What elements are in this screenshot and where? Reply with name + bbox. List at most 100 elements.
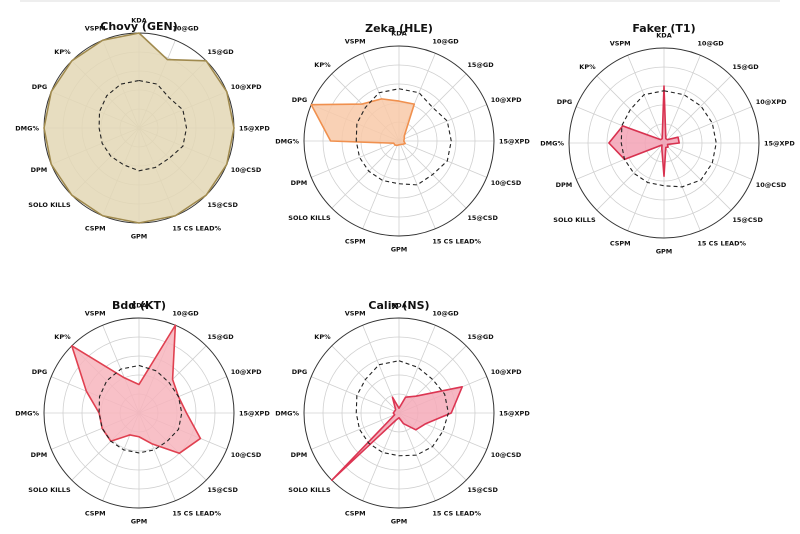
axis-label-15-csd: 15@CSD	[467, 214, 498, 222]
axis-label-solo-kills: SOLO KILLS	[288, 486, 331, 494]
axis-label-kda: KDA	[391, 302, 406, 310]
axis-label-gpm: GPM	[391, 246, 408, 254]
axis-label-15-cs-lead: 15 CS LEAD%	[172, 224, 221, 232]
radar-chart-calix-ns: KDA 10@GD 15@GD 10@XPD 15@XPD 10@CSD 15@CSD 15 …	[275, 299, 530, 526]
grid-spoke-dpm	[311, 140, 400, 178]
grid-spoke-10-csd	[398, 140, 487, 178]
grid-spoke-15-cs-lead	[398, 412, 436, 501]
outer-ring	[568, 47, 760, 239]
axis-label-10-gd: 10@GD	[172, 310, 199, 318]
chart-title: Calix (NS)	[368, 299, 429, 312]
axis-label-10-csd: 10@CSD	[491, 179, 522, 187]
axis-label-10-xpd: 10@XPD	[231, 83, 262, 91]
axis-label-gpm: GPM	[131, 518, 148, 526]
grid-spoke-10-gd	[663, 55, 701, 144]
axis-label-kda: KDA	[391, 30, 406, 38]
player-stat-polygon	[331, 386, 463, 481]
axis-label-cspm: CSPM	[345, 237, 366, 245]
grid-spoke-solo-kills	[331, 140, 400, 209]
axis-label-cspm: CSPM	[345, 509, 366, 517]
axis-label-15-csd: 15@CSD	[207, 201, 238, 209]
radar-chart-zeka-hle: KDA 10@GD 15@GD 10@XPD 15@XPD 10@CSD 15@CSD 15 …	[275, 22, 530, 254]
outer-ring	[303, 317, 495, 509]
axis-label-dpg: DPG	[292, 368, 308, 376]
axis-label-dpm: DPM	[291, 451, 308, 459]
axis-label-kp: KP%	[314, 333, 331, 341]
axis-label-10-csd: 10@CSD	[231, 451, 262, 459]
axis-label-cspm: CSPM	[610, 239, 631, 247]
axis-label-15-gd: 15@GD	[467, 61, 494, 69]
axis-label-kp: KP%	[314, 61, 331, 69]
axis-label-dmg: DMG%	[15, 410, 39, 418]
axis-label-gpm: GPM	[391, 518, 408, 526]
grid-spoke-15-csd	[663, 142, 732, 211]
axis-label-vspm: VSPM	[610, 40, 631, 48]
axis-label-dmg: DMG%	[540, 140, 564, 148]
axis-label-15-xpd: 15@XPD	[499, 410, 530, 418]
axis-label-vspm: VSPM	[85, 25, 106, 33]
axis-label-10-xpd: 10@XPD	[491, 96, 522, 104]
axis-label-15-cs-lead: 15 CS LEAD%	[432, 509, 481, 517]
axis-label-dpg: DPG	[557, 98, 573, 106]
radar-chart-chovy-gen: KDA 10@GD 15@GD 10@XPD 15@XPD 10@CSD 15@CSD 15 …	[15, 17, 270, 241]
axis-label-kp: KP%	[54, 333, 71, 341]
grid-spoke-15-gd	[398, 73, 467, 142]
baseline-polygon	[98, 364, 183, 454]
grid-spoke-cspm	[362, 140, 400, 229]
chart-title: Zeka (HLE)	[365, 22, 433, 35]
axis-label-15-csd: 15@CSD	[207, 486, 238, 494]
axis-label-cspm: CSPM	[85, 509, 106, 517]
axis-label-15-gd: 15@GD	[467, 333, 494, 341]
axis-label-vspm: VSPM	[345, 310, 366, 318]
axis-label-dpm: DPM	[31, 166, 48, 174]
axis-label-gpm: GPM	[656, 248, 673, 256]
grid-spoke-solo-kills	[596, 142, 665, 211]
grid-spoke-cspm	[627, 142, 665, 231]
axis-label-kda: KDA	[656, 32, 671, 40]
axis-label-solo-kills: SOLO KILLS	[553, 216, 596, 224]
player-stat-polygon	[310, 98, 416, 147]
player-stat-polygon	[71, 324, 202, 455]
chart-title: Bdd (KT)	[112, 299, 166, 312]
grid-spoke-vspm	[627, 55, 665, 144]
axis-label-15-cs-lead: 15 CS LEAD%	[172, 509, 221, 517]
baseline-polygon	[355, 360, 449, 457]
axis-label-gpm: GPM	[131, 233, 148, 241]
axis-label-10-xpd: 10@XPD	[231, 368, 262, 376]
axis-label-vspm: VSPM	[85, 310, 106, 318]
axis-label-solo-kills: SOLO KILLS	[28, 486, 71, 494]
grid-spoke-10-csd	[663, 142, 752, 180]
grid-spoke-15-cs-lead	[398, 140, 436, 229]
axis-label-15-xpd: 15@XPD	[239, 125, 270, 133]
baseline-polygon	[98, 79, 188, 172]
axis-label-10-gd: 10@GD	[432, 38, 459, 46]
axis-label-15-csd: 15@CSD	[467, 486, 498, 494]
axis-label-dpm: DPM	[556, 181, 573, 189]
player-stat-polygon	[608, 85, 681, 178]
axis-label-15-csd: 15@CSD	[732, 216, 763, 224]
axis-label-10-xpd: 10@XPD	[491, 368, 522, 376]
axis-label-dpg: DPG	[32, 368, 48, 376]
axis-label-15-gd: 15@GD	[207, 333, 234, 341]
axis-label-dpg: DPG	[292, 96, 308, 104]
baseline-polygon	[355, 88, 452, 186]
axis-label-kda: KDA	[131, 302, 146, 310]
axis-label-kda: KDA	[131, 17, 146, 25]
chart-title: Faker (T1)	[632, 22, 695, 35]
axis-label-dmg: DMG%	[15, 125, 39, 133]
player-stat-polygon	[43, 32, 235, 224]
chart-title: Chovy (GEN)	[100, 20, 177, 33]
radar-chart-bdd-kt: KDA 10@GD 15@GD 10@XPD 15@XPD 10@CSD 15@CSD 15 …	[15, 299, 270, 526]
axis-label-15-xpd: 15@XPD	[239, 410, 270, 418]
axis-label-15-cs-lead: 15 CS LEAD%	[432, 237, 481, 245]
axis-label-dpm: DPM	[291, 179, 308, 187]
axis-label-10-csd: 10@CSD	[756, 181, 787, 189]
axis-label-solo-kills: SOLO KILLS	[28, 201, 71, 209]
outer-ring	[303, 45, 495, 237]
outer-ring	[43, 317, 235, 509]
axis-label-15-cs-lead: 15 CS LEAD%	[697, 239, 746, 247]
axis-label-15-gd: 15@GD	[207, 48, 234, 56]
axis-label-10-gd: 10@GD	[432, 310, 459, 318]
axis-label-kp: KP%	[579, 63, 596, 71]
